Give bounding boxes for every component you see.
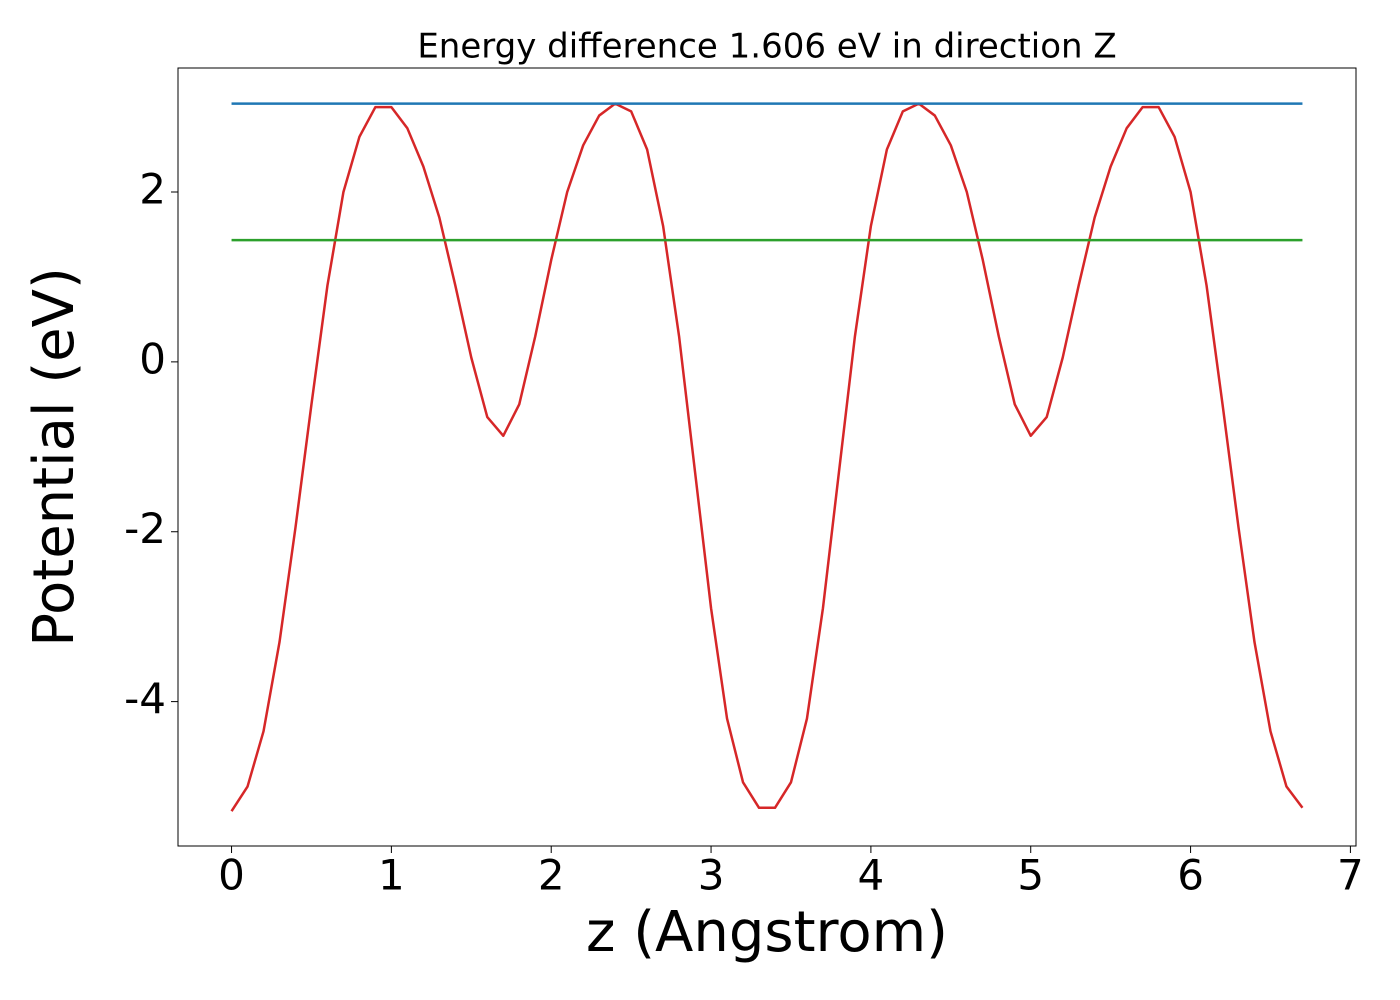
- plot-frame: [177, 67, 1357, 847]
- x-tick-label: 3: [698, 851, 725, 900]
- y-tick-label: -4: [124, 674, 166, 723]
- x-tick-label: 5: [1017, 851, 1044, 900]
- x-tick-label: 6: [1177, 851, 1204, 900]
- x-tick-label: 7: [1337, 851, 1364, 900]
- y-axis-label: Potential (eV): [22, 267, 87, 647]
- x-tick-label: 0: [218, 851, 245, 900]
- chart-title: Energy difference 1.606 eV in direction …: [417, 27, 1116, 67]
- x-tick-label: 2: [538, 851, 565, 900]
- y-tick-label: -2: [124, 504, 166, 553]
- x-tick-label: 4: [858, 851, 885, 900]
- x-axis-label: z (Angstrom): [586, 900, 948, 965]
- x-tick-label: 1: [378, 851, 405, 900]
- data-line: [230, 102, 1304, 812]
- y-tick-label: 2: [139, 165, 166, 214]
- y-tick-label: 0: [139, 334, 166, 383]
